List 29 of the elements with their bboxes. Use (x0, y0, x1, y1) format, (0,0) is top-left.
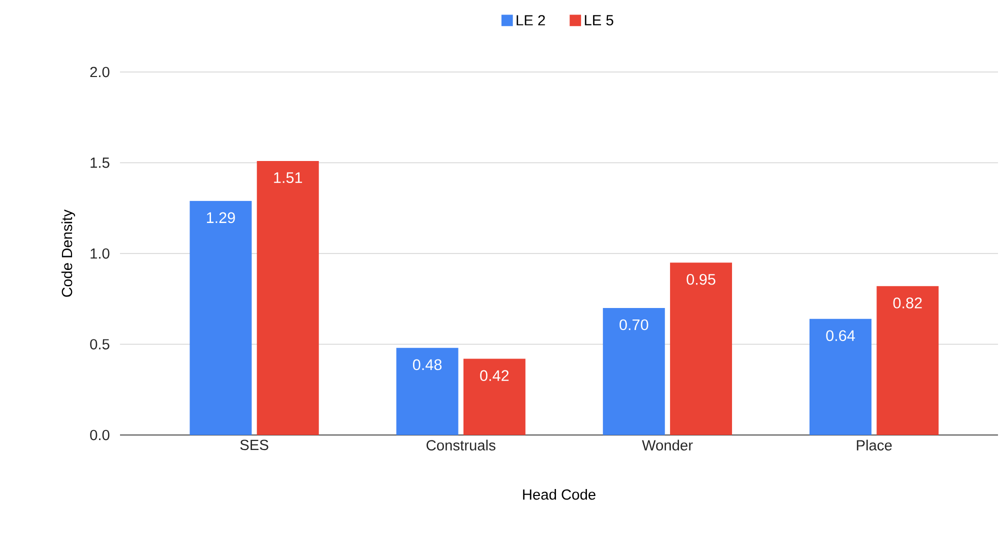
bar (809, 318, 872, 435)
y-tick-label: 0.0 (90, 430, 110, 440)
data-label: 1.51 (274, 172, 302, 184)
x-tick-label: Construals (426, 440, 496, 450)
data-label: 0.48 (412, 359, 442, 370)
bar (190, 200, 252, 435)
y-tick-label: 2.0 (90, 66, 110, 78)
y-tick-label: 1.5 (90, 158, 110, 168)
x-tick-label: Place (856, 440, 892, 450)
x-tick-label: SES (240, 440, 268, 450)
x-axis-title: Head Code (523, 488, 596, 500)
y-tick-label: 0.5 (90, 339, 110, 350)
bar (602, 308, 665, 435)
legend-label: LE 2 (516, 15, 545, 26)
bar (670, 262, 732, 435)
data-label: 0.64 (826, 330, 855, 342)
legend-label: LE 5 (584, 15, 614, 26)
data-label: 0.42 (480, 370, 509, 381)
data-label: 0.82 (893, 298, 922, 308)
y-axis-title: Code Density (61, 210, 76, 297)
y-tick-label: 1.0 (90, 248, 110, 259)
bar (463, 358, 526, 435)
data-label: 1.29 (206, 212, 235, 224)
data-label: 0.70 (620, 319, 648, 330)
bar (396, 348, 458, 435)
x-tick-label: Wonder (642, 440, 693, 450)
bar (876, 286, 939, 435)
data-label: 0.95 (686, 274, 716, 285)
bar (256, 160, 319, 435)
